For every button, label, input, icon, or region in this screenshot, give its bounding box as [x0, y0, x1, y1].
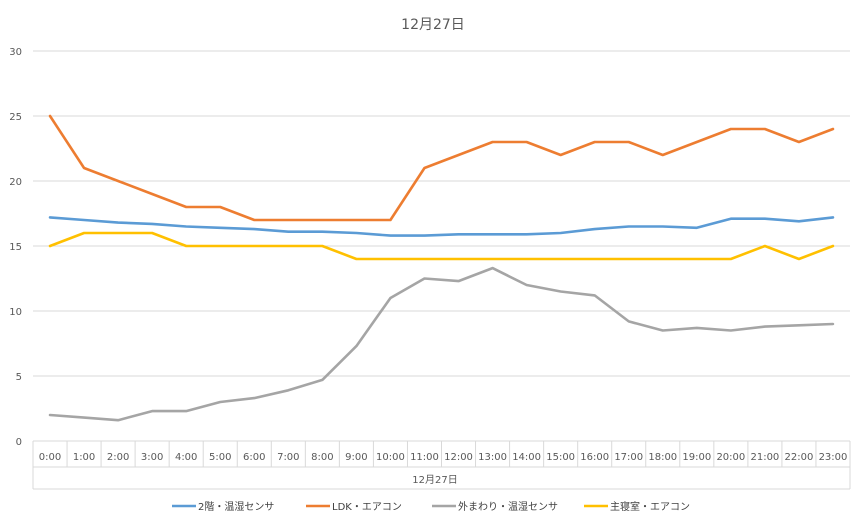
x-tick-label: 22:00 [785, 452, 814, 463]
x-tick-label: 23:00 [819, 452, 848, 463]
legend-label: 主寝室・エアコン [610, 500, 690, 513]
x-group-label: 12月27日 [412, 474, 457, 486]
y-tick-label: 25 [9, 112, 22, 123]
legend-item: 2階・温湿センサ [172, 501, 274, 513]
x-tick-label: 10:00 [376, 452, 405, 463]
legend-label: 外まわり・温湿センサ [458, 501, 558, 513]
x-tick-label: 6:00 [243, 452, 265, 463]
x-tick-label: 1:00 [73, 452, 95, 463]
axes: 0 5 10 15 20 25 30 0:00 1:00 2:00 3:00 4:00 5:00 6:00… [9, 47, 851, 490]
x-tick-label: 9:00 [345, 452, 367, 463]
y-tick-label: 0 [16, 437, 22, 448]
x-tick-label: 21:00 [750, 452, 779, 463]
y-tick-label: 15 [9, 242, 22, 253]
x-tick-label: 2:00 [107, 452, 129, 463]
x-tick-label: 8:00 [311, 452, 333, 463]
x-tick-label: 17:00 [614, 452, 643, 463]
gridlines [33, 50, 850, 377]
x-tick-label: 18:00 [648, 452, 677, 463]
x-tick-label: 3:00 [141, 452, 163, 463]
legend: 2階・温湿センサ LDK・エアコン 外まわり・温湿センサ 主寝室・エアコン [172, 500, 690, 513]
x-tick-label: 15:00 [546, 452, 575, 463]
legend-item: LDK・エアコン [306, 502, 402, 513]
series-line-4 [48, 231, 835, 261]
x-tick-label: 14:00 [512, 452, 541, 463]
x-tick-label: 11:00 [410, 452, 439, 463]
x-tick-label: 0:00 [39, 452, 61, 463]
y-tick-label: 30 [9, 47, 22, 58]
legend-label: LDK・エアコン [332, 502, 402, 513]
x-tick-label: 19:00 [682, 452, 711, 463]
x-tick-label: 5:00 [209, 452, 231, 463]
x-tick-label: 7:00 [277, 452, 299, 463]
y-tick-label: 5 [16, 372, 22, 383]
series-line-3 [48, 266, 835, 422]
x-tick-label: 20:00 [716, 452, 745, 463]
y-tick-label: 20 [9, 177, 22, 188]
series-line-1 [48, 216, 835, 237]
x-tick-label: 13:00 [478, 452, 507, 463]
x-tick-label: 4:00 [175, 452, 197, 463]
chart-title: 12月27日 [401, 17, 465, 33]
x-tick-label: 12:00 [444, 452, 473, 463]
x-tick-label: 16:00 [580, 452, 609, 463]
y-tick-label: 10 [9, 307, 22, 318]
series-lines [48, 114, 835, 422]
legend-label: 2階・温湿センサ [198, 501, 274, 513]
legend-item: 外まわり・温湿センサ [432, 501, 558, 513]
series-line-2 [48, 114, 835, 222]
legend-item: 主寝室・エアコン [584, 500, 690, 513]
